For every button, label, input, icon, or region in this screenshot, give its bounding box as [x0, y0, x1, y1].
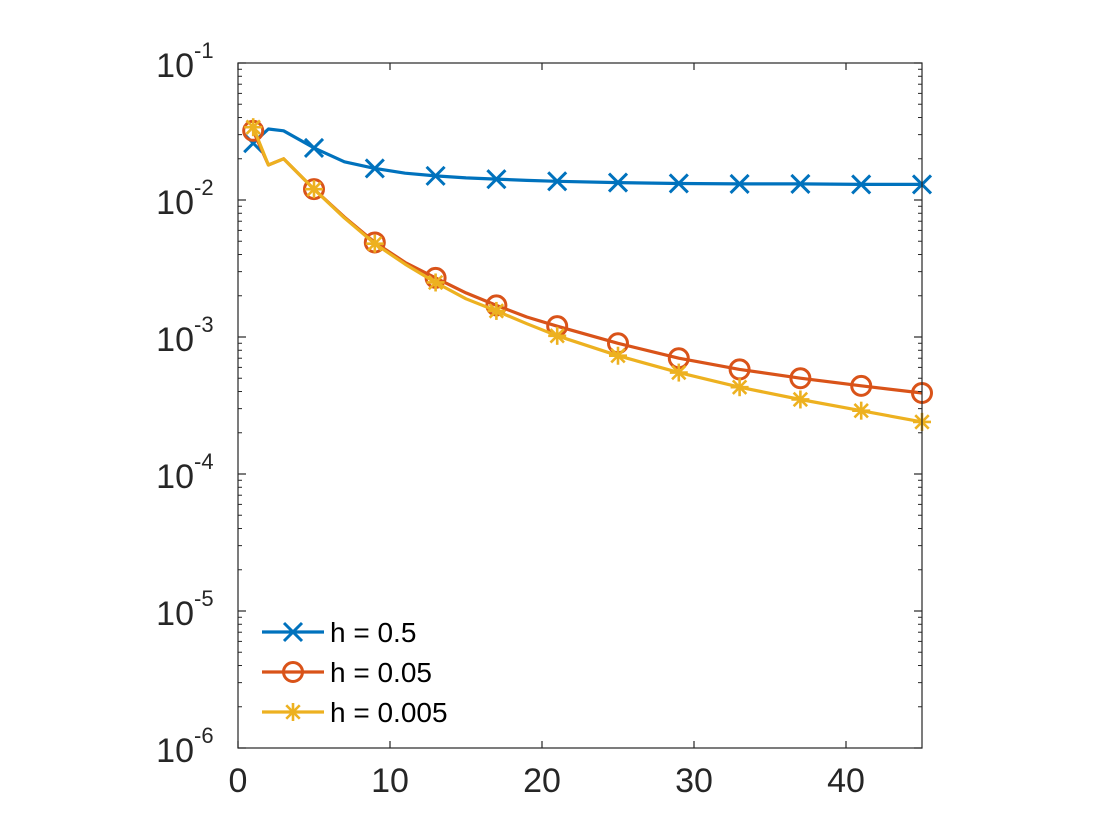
series-line: [252, 127, 922, 186]
data-point-marker: [547, 171, 568, 192]
series-layer: [242, 118, 933, 431]
axes-box: [237, 62, 923, 749]
data-point-marker: [790, 173, 811, 194]
y-tick-exponent: -1: [194, 38, 214, 63]
data-point-marker: [364, 158, 385, 179]
y-tick-label: 10: [156, 458, 194, 496]
y-tick-label: 10: [156, 184, 194, 222]
data-point-marker: [303, 178, 325, 201]
x-tick-label: 30: [675, 762, 713, 800]
data-point-marker: [425, 165, 446, 186]
data-point-marker: [548, 326, 567, 345]
data-point-marker: [791, 390, 810, 409]
legend-label: h = 0.05: [330, 657, 432, 688]
y-tick-label: 10: [156, 595, 194, 633]
y-tick-base: 10: [156, 732, 194, 770]
data-point-marker: [244, 118, 263, 137]
y-tick-exponent: -5: [194, 586, 214, 611]
y-tick-base: 10: [156, 458, 194, 496]
legend-item: h = 0.005: [262, 697, 448, 728]
y-tick-label: 10: [156, 732, 194, 770]
y-tick-exponent: -2: [194, 175, 214, 200]
data-point-marker: [850, 374, 873, 397]
legend-marker-swatch: [282, 661, 304, 683]
data-point-marker: [730, 378, 749, 397]
data-point-marker: [365, 234, 384, 253]
y-tick-label: 10: [156, 321, 194, 359]
data-point-marker: [486, 169, 507, 190]
data-point-marker: [851, 174, 872, 195]
data-point-marker: [668, 173, 689, 194]
legend-item: h = 0.05: [262, 657, 432, 688]
y-tick-label: 10: [156, 47, 194, 85]
x-tick-label: 20: [523, 762, 561, 800]
y-tick-exponent: -4: [194, 449, 214, 474]
y-tick-base: 10: [156, 184, 194, 222]
legend-label: h = 0.5: [330, 617, 416, 648]
data-point-marker: [303, 137, 325, 158]
y-tick-base: 10: [156, 47, 194, 85]
data-point-marker: [607, 172, 629, 193]
data-point-marker: [729, 173, 750, 194]
x-tick-label: 0: [229, 762, 248, 800]
data-point-marker: [789, 367, 812, 390]
x-tick-label: 40: [827, 762, 865, 800]
legend: h = 0.5 h = 0.05 h = 0.005: [262, 617, 448, 728]
y-tick-exponent: -6: [194, 723, 214, 748]
y-tick-exponent: -3: [194, 312, 214, 337]
data-point-marker: [487, 301, 506, 320]
series-3: [244, 118, 931, 431]
y-tick-base: 10: [156, 321, 194, 359]
data-point-marker: [852, 401, 871, 420]
x-tick-label: 10: [371, 762, 409, 800]
data-point-marker: [305, 180, 323, 199]
data-point-marker: [669, 363, 688, 382]
data-point-marker: [609, 346, 627, 365]
legend-marker-swatch: [282, 621, 304, 643]
plot-area: [242, 118, 933, 431]
data-point-marker: [426, 273, 445, 292]
y-tick-base: 10: [156, 595, 194, 633]
legend-item: h = 0.5: [262, 617, 416, 648]
legend-marker-swatch: [284, 703, 302, 721]
legend-label: h = 0.005: [330, 697, 448, 728]
